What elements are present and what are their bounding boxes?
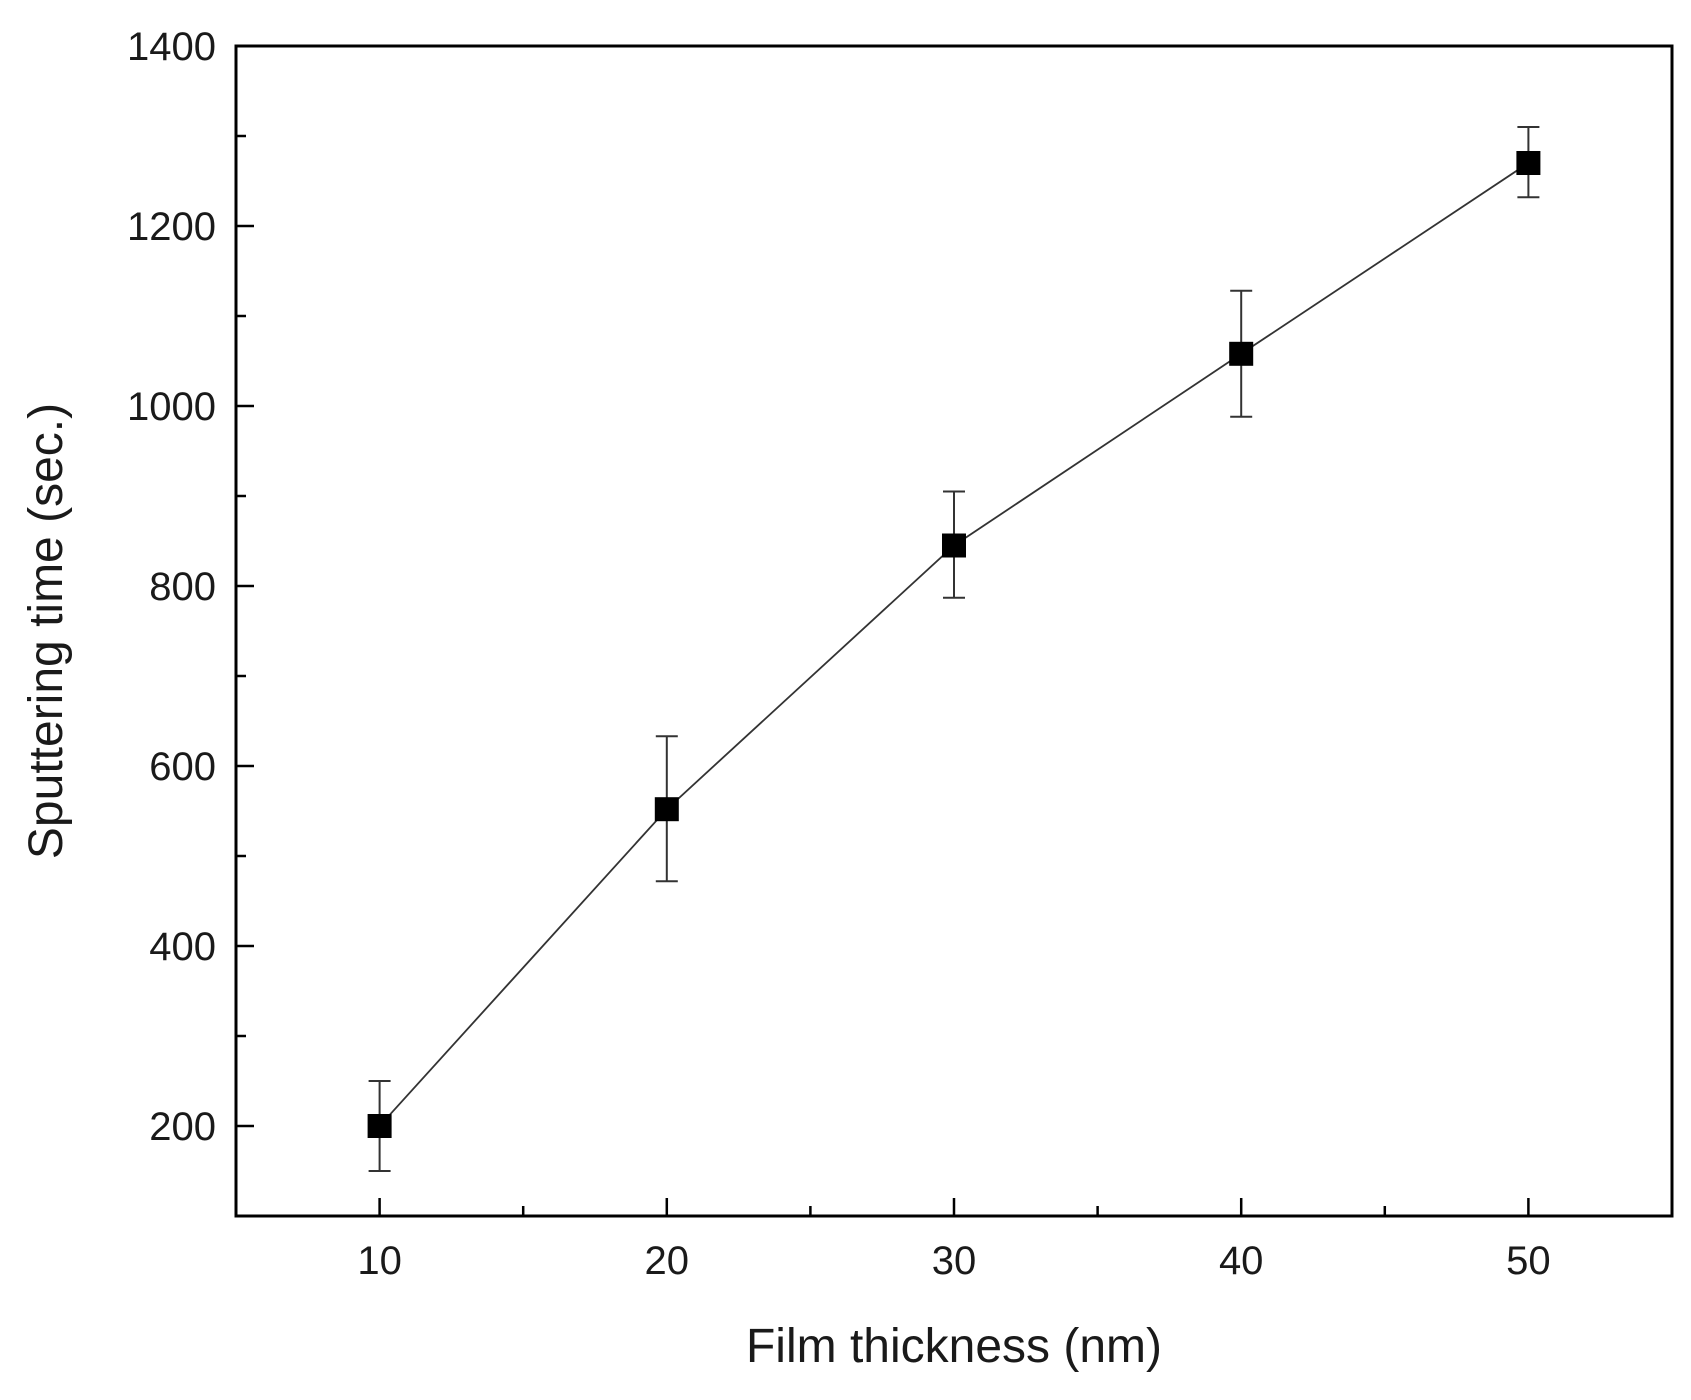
y-tick-label: 400 [149,925,216,969]
axis-ticks [236,44,1530,1216]
series-line [378,162,1529,1127]
x-tick-label: 30 [932,1239,977,1283]
data-point-marker [367,1114,392,1138]
y-tick-label: 1000 [127,385,216,429]
series-layer [367,126,1541,1172]
data-point-marker [654,797,679,822]
y-tick-label: 1400 [127,25,216,69]
x-tick-label: 40 [1219,1239,1264,1283]
x-tick-label: 20 [645,1239,690,1283]
plot-frame [234,44,1674,1218]
x-tick-label: 10 [357,1239,402,1283]
data-point-marker [1229,341,1254,366]
y-tick-label: 800 [149,565,216,609]
x-tick-label: 50 [1506,1239,1551,1283]
y-tick-label: 200 [149,1105,216,1149]
axis-tick-labels: 10 20 30 40 50 200 400 600 800 1000 1200 1400 [127,25,1551,1283]
y-axis-title: Sputtering time (sec.) [20,403,73,859]
data-point-marker [942,533,966,558]
x-axis-title: Film thickness (nm) [746,1320,1162,1373]
y-tick-label: 1200 [127,205,216,249]
data-point-marker [1516,151,1541,175]
y-tick-label: 600 [149,745,216,789]
